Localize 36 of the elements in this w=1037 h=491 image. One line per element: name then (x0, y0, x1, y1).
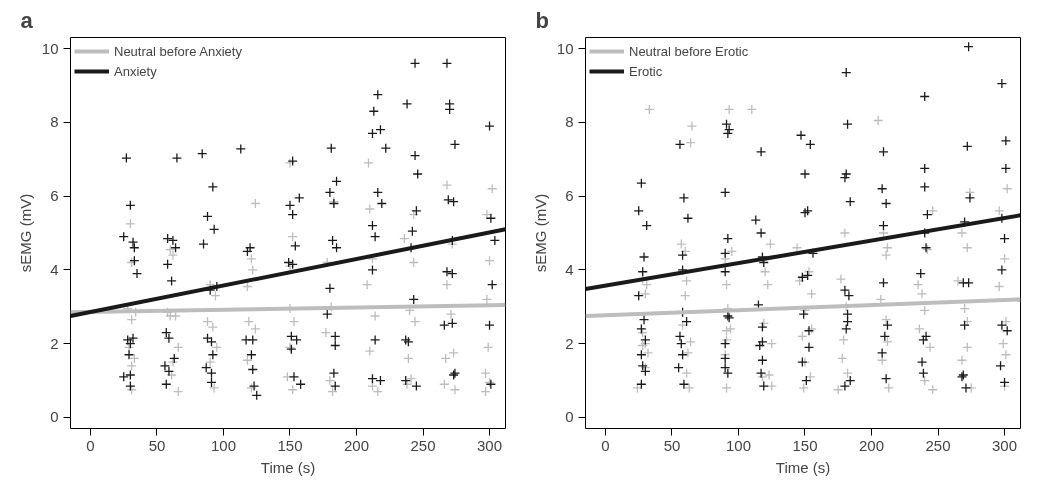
y-tick-label: 2 (50, 334, 59, 352)
y-tick-label: 4 (50, 260, 59, 278)
y-tick-label: 0 (50, 408, 59, 426)
x-tick-label: 100 (725, 436, 751, 454)
legend-label: Erotic (629, 63, 663, 79)
y-tick-label: 6 (50, 187, 59, 205)
y-tick-label: 8 (565, 113, 574, 131)
y-axis-title: sEMG (mV) (531, 193, 549, 273)
y-tick-label: 2 (565, 334, 574, 352)
x-tick-label: 50 (148, 436, 166, 454)
x-tick-label: 150 (792, 436, 818, 454)
legend-label: Anxiety (114, 63, 157, 79)
x-tick-label: 100 (210, 436, 236, 454)
x-tick-label: 150 (277, 436, 303, 454)
y-axis-title: sEMG (mV) (16, 193, 34, 273)
x-tick-label: 300 (477, 436, 503, 454)
x-tick-label: 200 (859, 436, 885, 454)
y-tick-label: 4 (565, 260, 574, 278)
x-tick-label: 250 (925, 436, 951, 454)
y-tick-label: 6 (565, 187, 574, 205)
x-tick-label: 200 (344, 436, 370, 454)
chart-title: a (20, 7, 34, 33)
legend-label: Neutral before Erotic (629, 43, 749, 59)
legend-label: Neutral before Anxiety (114, 43, 242, 59)
x-tick-label: 50 (663, 436, 681, 454)
y-tick-label: 0 (565, 408, 574, 426)
x-axis-title: Time (s) (775, 458, 831, 476)
y-tick-label: 10 (556, 39, 574, 57)
x-axis-title: Time (s) (260, 458, 316, 476)
x-tick-label: 0 (86, 436, 95, 454)
y-tick-label: 8 (50, 113, 59, 131)
x-tick-label: 0 (601, 436, 610, 454)
x-tick-label: 250 (410, 436, 436, 454)
x-tick-label: 300 (992, 436, 1018, 454)
y-tick-label: 10 (41, 39, 59, 57)
chart-title: b (535, 7, 549, 33)
